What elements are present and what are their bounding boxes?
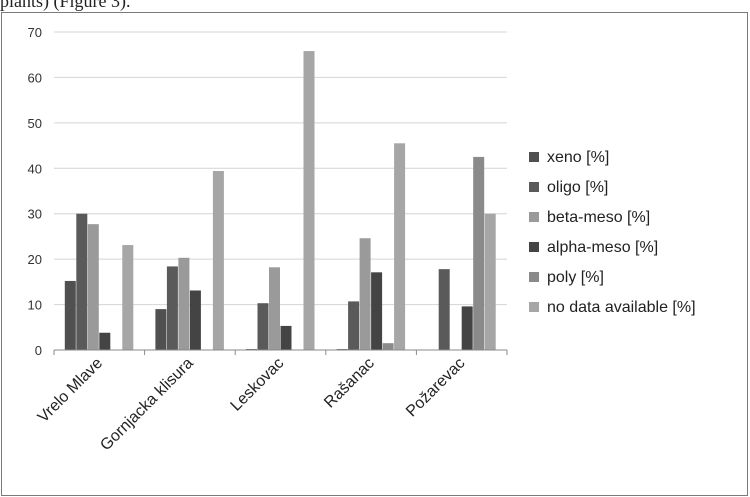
legend-swatch (529, 272, 539, 282)
legend-swatch (529, 182, 539, 192)
legend: xeno [%] oligo [%] beta-meso [%] alpha-meso… (529, 149, 696, 316)
y-tick-label: 40 (28, 161, 42, 176)
x-category-label: Požarevac (403, 355, 468, 420)
x-category-label: Rašanac (321, 355, 378, 412)
page-caption: plants) (Figure 3). (0, 0, 131, 11)
y-tick-label: 10 (28, 298, 42, 313)
bar-oligo-1 (166, 266, 178, 350)
bar-no-data-available-1 (212, 171, 224, 350)
legend-label: no data available [%] (547, 299, 696, 316)
bar-oligo-3 (348, 301, 360, 350)
x-category-label: Leskovac (228, 355, 288, 415)
y-tick-label: 0 (35, 343, 42, 358)
legend-swatch (529, 302, 539, 312)
bar-beta-meso-1 (178, 257, 190, 350)
bar-alpha-meso-3 (371, 272, 383, 350)
bar-no-data-available-2 (303, 51, 315, 350)
y-tick-label: 70 (28, 25, 42, 40)
bar-beta-meso-3 (359, 238, 371, 350)
bar-beta-meso-2 (269, 267, 280, 350)
y-tick-label: 30 (28, 207, 42, 222)
bar-alpha-meso-4 (461, 306, 473, 350)
legend-label: poly [%] (547, 269, 604, 286)
legend-label: alpha-meso [%] (547, 239, 658, 256)
y-tick-label: 50 (28, 116, 42, 131)
bar-oligo-0 (76, 213, 88, 350)
gridlines (54, 31, 507, 306)
bar-oligo-2 (257, 303, 269, 350)
bar-beta-meso-0 (87, 224, 99, 350)
bar-alpha-meso-2 (280, 325, 292, 350)
legend-label: xeno [%] (547, 149, 609, 166)
bars (64, 51, 496, 350)
legend-swatch (529, 152, 539, 162)
bar-xeno-1 (155, 309, 167, 350)
bar-no-data-available-0 (122, 245, 134, 350)
bar-xeno-0 (64, 280, 76, 350)
x-category-label: Vrelo Mlave (35, 355, 106, 426)
bar-alpha-meso-0 (99, 332, 111, 350)
legend-label: beta-meso [%] (547, 209, 650, 226)
y-tick-label: 60 (28, 70, 42, 85)
x-category-label: Gornjacka klisura (97, 355, 196, 454)
bar-no-data-available-3 (394, 143, 406, 350)
bar-no-data-available-4 (484, 213, 496, 350)
legend-swatch (529, 212, 539, 222)
legend-label: oligo [%] (547, 179, 608, 196)
chart-frame: 0 10 20 30 40 50 60 70 Vrelo Mlave Gornjacka klis… (1, 12, 748, 496)
bar-oligo-4 (438, 269, 450, 350)
y-tick-label: 20 (28, 252, 42, 267)
bar-alpha-meso-1 (189, 290, 201, 350)
bar-poly-3 (382, 343, 394, 350)
bar-poly-4 (473, 156, 485, 350)
legend-swatch (529, 242, 539, 252)
